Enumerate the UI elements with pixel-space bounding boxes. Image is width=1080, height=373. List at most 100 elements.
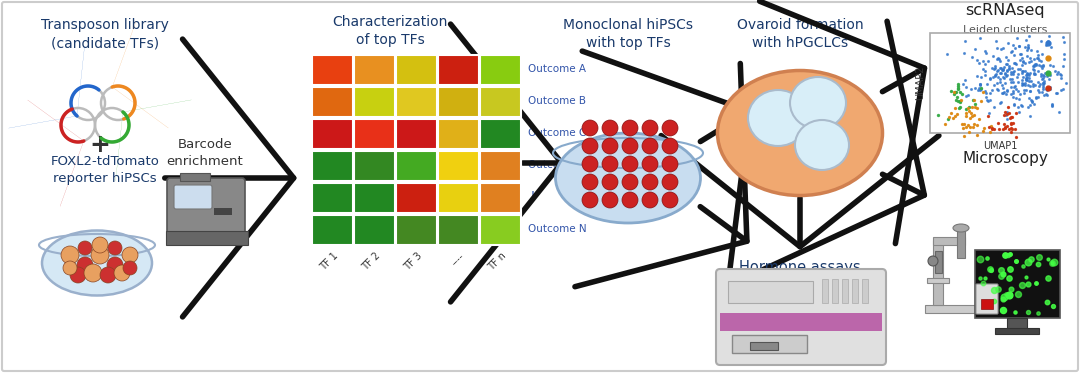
Point <box>1008 95 1025 101</box>
Point <box>1012 51 1029 57</box>
Point <box>1018 74 1036 80</box>
Point <box>1053 72 1070 78</box>
Point <box>1005 52 1023 58</box>
Point <box>1027 60 1044 66</box>
Point <box>1012 91 1029 97</box>
Point <box>948 111 966 117</box>
Circle shape <box>622 192 638 208</box>
Circle shape <box>622 156 638 172</box>
Point <box>976 61 994 67</box>
Point <box>1022 59 1039 65</box>
Text: |: | <box>531 191 535 203</box>
Point <box>1041 62 1058 68</box>
Bar <box>438 119 478 149</box>
Point <box>997 124 1014 130</box>
Point <box>1007 83 1024 89</box>
Point <box>1002 120 1020 126</box>
Text: Characterization
of top TFs: Characterization of top TFs <box>333 15 448 47</box>
Point <box>1008 134 1025 140</box>
Point <box>1002 76 1020 82</box>
Point <box>971 85 988 91</box>
Point <box>960 104 977 110</box>
Circle shape <box>108 241 122 255</box>
Circle shape <box>77 257 93 273</box>
Point <box>980 59 997 65</box>
Point <box>1030 63 1048 69</box>
Point <box>1000 40 1017 46</box>
Point <box>947 97 964 103</box>
Point <box>1017 77 1035 83</box>
Point <box>951 98 969 104</box>
Point <box>1020 43 1037 48</box>
Ellipse shape <box>789 77 846 129</box>
Point <box>978 97 996 103</box>
Ellipse shape <box>748 90 808 146</box>
Point <box>984 74 1001 80</box>
Point <box>1020 59 1037 65</box>
Text: 1: 1 <box>1053 53 1058 63</box>
Point <box>1014 81 1031 87</box>
Bar <box>822 279 828 303</box>
Point <box>1026 68 1043 73</box>
Point <box>939 51 956 57</box>
Point <box>1048 71 1065 77</box>
Point <box>949 85 967 91</box>
Bar <box>862 279 868 303</box>
Point <box>1002 69 1020 75</box>
Bar <box>842 279 848 303</box>
Point <box>1010 66 1027 72</box>
Point <box>950 98 968 104</box>
Text: TF 2: TF 2 <box>361 251 382 273</box>
Point <box>1035 75 1052 81</box>
Bar <box>396 214 436 245</box>
Bar <box>396 182 436 213</box>
Point <box>976 72 994 78</box>
Point <box>1005 103 1023 109</box>
Point <box>999 68 1016 74</box>
Point <box>1021 78 1038 84</box>
Text: Transposon library
(candidate TFs): Transposon library (candidate TFs) <box>41 18 168 50</box>
Point <box>971 87 988 93</box>
Bar <box>480 54 521 85</box>
Point <box>998 109 1015 115</box>
Point <box>1032 71 1050 77</box>
Point <box>1022 83 1039 89</box>
Ellipse shape <box>953 224 969 232</box>
Point <box>1039 92 1056 98</box>
Bar <box>312 119 352 149</box>
Point <box>977 81 995 87</box>
Point <box>1044 63 1062 69</box>
Point <box>1018 70 1036 76</box>
Point <box>1028 55 1045 61</box>
FancyBboxPatch shape <box>976 284 998 314</box>
Text: Hormone assays: Hormone assays <box>739 260 861 275</box>
Point <box>1013 55 1030 61</box>
Point <box>1022 102 1039 108</box>
Bar <box>396 87 436 117</box>
Point <box>972 85 989 91</box>
Point <box>961 108 978 114</box>
Point <box>998 123 1015 129</box>
Point <box>955 125 972 131</box>
Point <box>1021 95 1038 101</box>
Point <box>998 73 1015 79</box>
Point <box>1003 76 1021 82</box>
Point <box>1036 79 1053 85</box>
Bar <box>981 299 993 309</box>
Point <box>970 116 987 122</box>
Point <box>998 112 1015 118</box>
Point <box>1022 97 1039 103</box>
Point <box>1029 52 1047 58</box>
Text: UMAP2: UMAP2 <box>915 66 924 100</box>
FancyBboxPatch shape <box>716 269 886 365</box>
Circle shape <box>84 264 102 282</box>
Point <box>1038 86 1055 92</box>
Point <box>1037 70 1054 76</box>
Point <box>1005 45 1023 51</box>
Point <box>995 66 1012 72</box>
Point <box>963 113 981 119</box>
Text: TF n: TF n <box>486 251 508 273</box>
Text: 2: 2 <box>1053 69 1058 78</box>
Point <box>1003 115 1021 120</box>
Point <box>1025 83 1042 89</box>
